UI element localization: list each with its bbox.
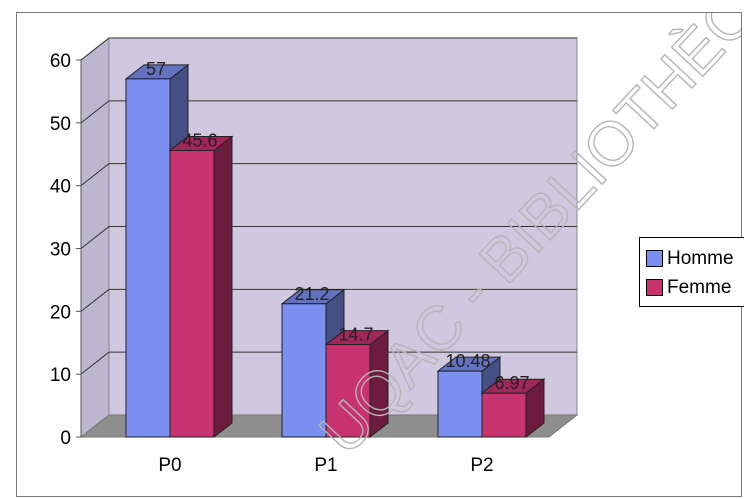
y-tick-label: 30 [50,240,71,261]
chart-legend: Homme Femme [639,237,744,307]
data-label-homme-p0: 57 [146,59,166,79]
y-tick-label: 50 [50,114,71,135]
legend-swatch-homme [646,250,663,267]
legend-swatch-femme [646,279,663,296]
x-tick-label-p2: P2 [470,455,493,476]
y-tick-label: 10 [50,365,71,386]
gridline [80,100,577,124]
chart-frame: 0 10 20 30 40 50 60 57 45.6 P0 21.2 14.7 P1 10.48 6.9… [16,12,744,497]
bar-femme-p0 [168,135,234,439]
x-tick-label-p0: P0 [158,455,181,476]
y-tick-label: 20 [50,302,71,323]
y-tick-label: 0 [60,428,71,449]
bar-femme-p1 [324,329,390,439]
gridline [80,351,577,375]
data-label-homme-p2: 10.48 [445,351,490,371]
legend-label-femme: Femme [667,276,732,298]
legend-label-homme: Homme [667,247,734,269]
gridline [80,226,577,249]
chart-plot: 0 10 20 30 40 50 60 57 45.6 P0 21.2 14.7 P1 10.486.9… [50,36,579,476]
legend-item-femme: Femme [646,273,744,302]
data-label-femme-p0: 45.6 [182,130,217,150]
gridline [80,163,577,187]
data-label-femme-p2: 6.97 [494,373,529,393]
data-label-homme-p1: 21.2 [294,284,329,304]
data-label-femme-p1: 14.7 [338,325,373,345]
gridline [80,288,577,312]
x-tick-label-p1: P1 [314,455,337,476]
bar-femme-p2 [480,378,546,439]
legend-item-homme: Homme [646,244,744,273]
gridline [80,37,577,61]
y-tick-label: 60 [50,51,71,72]
y-tick-label: 40 [50,177,71,198]
